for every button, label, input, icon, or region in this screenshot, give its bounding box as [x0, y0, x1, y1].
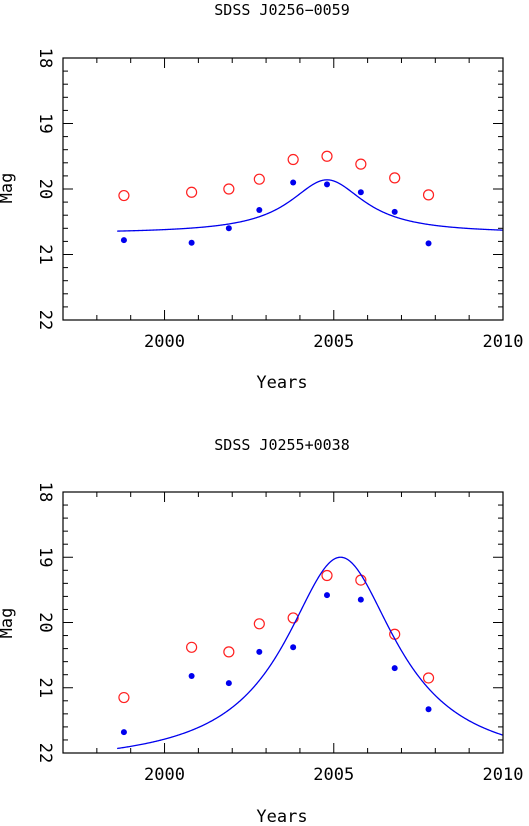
filled-dot-point [324, 181, 330, 188]
open-circle-point [389, 172, 401, 184]
y-tick-label: 22 [35, 743, 55, 763]
filled-dot-point [290, 644, 297, 651]
filled-dot-point [188, 239, 195, 246]
open-circle-point [186, 186, 198, 198]
chart-title: SDSS J0256−0059 [214, 1, 349, 19]
open-circle-point [355, 158, 367, 170]
y-tick-label: 21 [35, 244, 55, 264]
x-tick-label: 2010 [483, 332, 524, 352]
tick-labels: 2000 2005 2010 18 19 20 21 22 [35, 48, 523, 352]
filled-dot-point [188, 673, 195, 680]
x-tick-label: 2005 [313, 332, 354, 352]
y-tick-label: 20 [35, 612, 55, 632]
y-tick-label: 21 [35, 678, 55, 698]
filled-dot-point [256, 648, 263, 655]
open-circle-point [321, 569, 333, 582]
open-circle-point [422, 672, 435, 684]
open-circle-point [253, 173, 265, 185]
filled-dot-point [357, 189, 364, 196]
filled-dot-point [120, 237, 127, 244]
data-marks [117, 150, 504, 247]
open-circle-point [118, 691, 130, 704]
y-tick-label: 18 [35, 482, 55, 502]
open-circle-point [118, 189, 130, 202]
tick-labels: 2000 2005 2010 18 19 20 21 22 [35, 482, 523, 785]
chart-panel-top: SDSS J0256−0059 Mag Years 2000 2005 2010 18… [0, 1, 523, 393]
chart-panel-bottom: SDSS J0255+0038 Mag Years 2000 2005 2010 18… [0, 436, 523, 826]
filled-dot-point [425, 706, 432, 713]
plot-frame [62, 491, 504, 754]
axis-ticks [62, 491, 504, 754]
filled-dot-point [357, 596, 364, 603]
filled-dot-point [225, 680, 232, 687]
filled-dot-point [225, 225, 232, 232]
open-circle-point [287, 153, 299, 166]
y-tick-label: 19 [35, 113, 55, 133]
filled-dot-point [391, 665, 398, 672]
y-tick-label: 22 [35, 310, 55, 330]
x-axis-label: Years [256, 373, 307, 393]
model-curve [117, 179, 504, 232]
y-tick-label: 20 [35, 179, 55, 199]
x-tick-label: 2000 [144, 765, 185, 785]
y-tick-label: 18 [35, 48, 55, 68]
open-circle-point [321, 150, 333, 162]
filled-dot-point [120, 729, 127, 736]
model-curve [117, 556, 504, 750]
open-circle-point [223, 183, 235, 195]
x-tick-label: 2005 [313, 765, 354, 785]
open-circle-point [253, 618, 265, 630]
filled-dot-point [290, 179, 297, 186]
y-axis-label: Mag [0, 173, 17, 204]
plot-frame [62, 57, 504, 321]
open-circle-point [223, 646, 235, 658]
filled-dot-point [324, 592, 330, 599]
axis-ticks [62, 57, 504, 321]
x-tick-label: 2010 [483, 765, 524, 785]
chart-title: SDSS J0255+0038 [214, 436, 349, 454]
filled-dot-point [391, 208, 398, 215]
y-axis-label: Mag [0, 608, 17, 639]
filled-dot-point [425, 240, 432, 247]
x-axis-label: Years [256, 807, 307, 826]
open-circle-point [287, 612, 299, 624]
data-marks [117, 556, 504, 750]
x-tick-label: 2000 [144, 332, 185, 352]
open-circle-point [422, 189, 435, 201]
open-circle-point [186, 641, 198, 653]
y-tick-label: 19 [35, 547, 55, 567]
filled-dot-point [256, 206, 263, 213]
